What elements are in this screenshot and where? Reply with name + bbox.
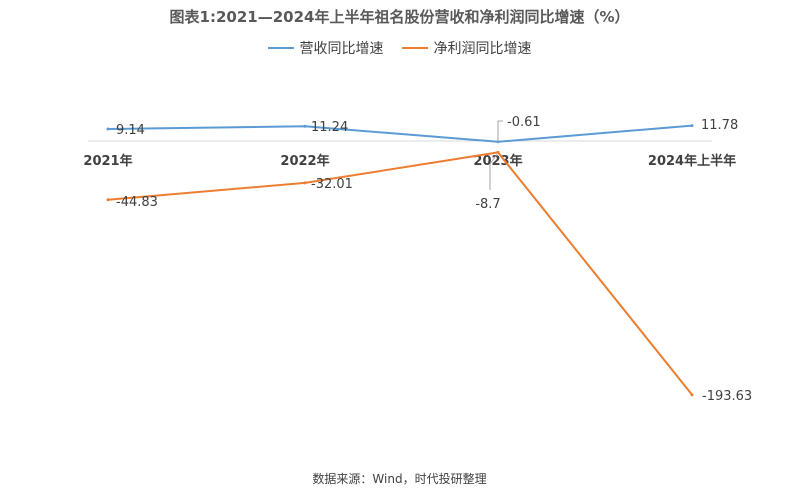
data-label-revenue: 11.78 (701, 118, 738, 133)
legend-label-revenue: 营收同比增速 (299, 41, 384, 57)
data-point-revenue (303, 124, 307, 128)
data-label-profit: -44.83 (116, 195, 158, 210)
x-tick-label: 2021年 (83, 153, 132, 169)
chart-title: 图表1:2021—2024年上半年祖名股份营收和净利润同比增速（%） (169, 8, 630, 26)
data-label-revenue: 9.14 (116, 123, 145, 138)
legend-item-revenue: 营收同比增速 (267, 38, 384, 58)
leader-line (489, 154, 498, 190)
legend-item-profit: 净利润同比增速 (401, 38, 532, 58)
data-label-profit: -32.01 (311, 177, 353, 192)
legend-swatch-profit (401, 47, 428, 49)
data-point-profit (303, 181, 307, 185)
legend-swatch-revenue (267, 47, 294, 49)
x-tick-label: 2023年 (473, 153, 522, 169)
data-label-profit: -8.7 (475, 197, 500, 212)
x-tick-label: 2024年上半年 (648, 153, 736, 169)
source-note: 数据来源：Wind，时代投研整理 (312, 472, 487, 486)
data-point-profit (106, 198, 110, 202)
data-point-profit (496, 150, 500, 154)
data-label-revenue: 11.24 (311, 120, 348, 135)
chart-legend: 营收同比增速 净利润同比增速 (0, 38, 799, 58)
data-point-profit (690, 393, 694, 397)
data-label-revenue: -0.61 (507, 115, 541, 130)
data-point-revenue (106, 127, 110, 131)
data-point-revenue (690, 124, 694, 128)
legend-label-profit: 净利润同比增速 (433, 41, 532, 57)
data-label-profit: -193.63 (702, 389, 752, 404)
x-tick-label: 2022年 (280, 153, 329, 169)
leader-line (497, 120, 503, 142)
series-line-profit (107, 151, 693, 396)
series-line-revenue (107, 124, 693, 143)
